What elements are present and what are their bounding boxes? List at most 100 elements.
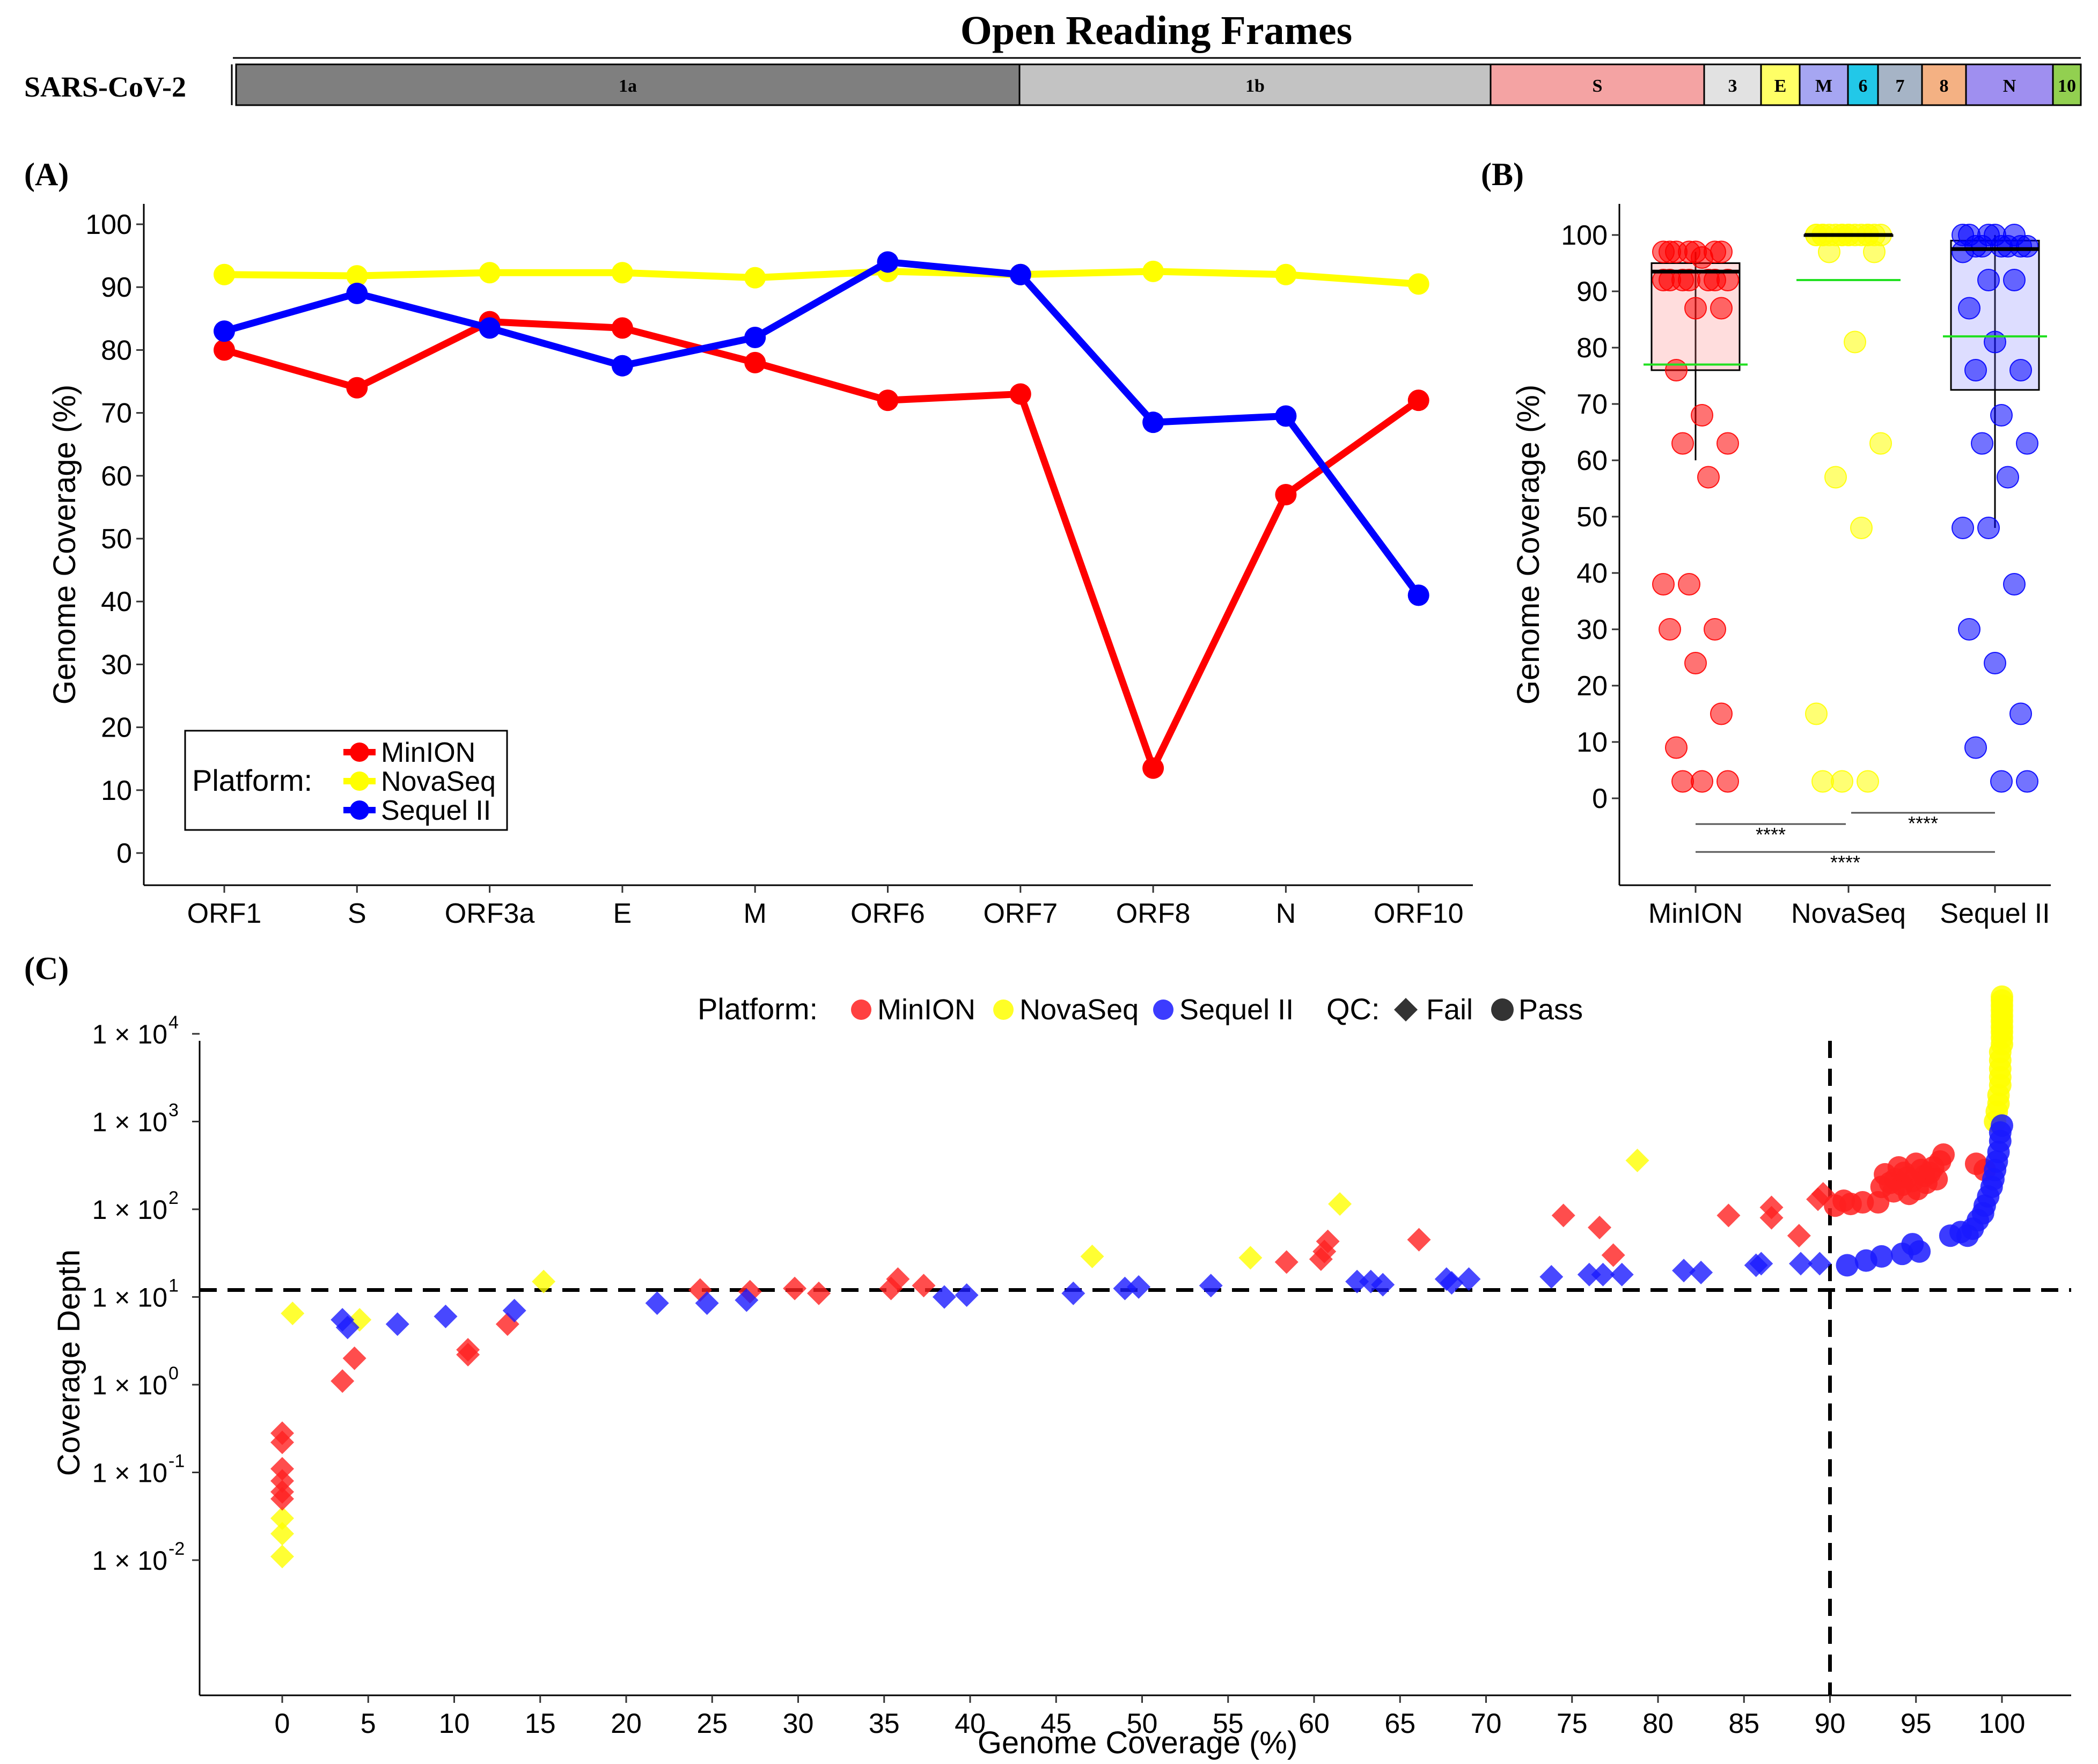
box-data-point xyxy=(1659,618,1681,641)
y-tick-exponent: 1 xyxy=(168,1276,179,1296)
box-data-point xyxy=(1716,770,1739,793)
scatter-point-pass xyxy=(1836,1254,1859,1277)
box-data-point xyxy=(1863,240,1886,263)
y-tick-label: 0 xyxy=(1592,783,1608,814)
scatter-point-fail xyxy=(1672,1259,1696,1283)
scatter-point-fail xyxy=(735,1288,759,1312)
x-tick-label: ORF10 xyxy=(1374,898,1464,929)
significance-label: **** xyxy=(1908,812,1938,834)
box-data-point xyxy=(1964,359,1987,381)
scatter-point-pass xyxy=(1908,1240,1931,1263)
scatter-point-fail xyxy=(270,1457,294,1481)
y-tick-exponent: 4 xyxy=(168,1012,179,1033)
panel-a-label: (A) xyxy=(24,157,69,192)
orf-segment-label: S xyxy=(1593,76,1603,96)
box-data-point xyxy=(1958,297,1980,320)
orf-segment-label: 8 xyxy=(1940,76,1949,96)
legend-platform-title: Platform: xyxy=(698,992,818,1026)
scatter-point-fail xyxy=(955,1283,979,1307)
panel-b-label: (B) xyxy=(1481,157,1524,192)
box-data-point xyxy=(1984,652,2006,674)
scatter-point-pass xyxy=(1870,1245,1893,1268)
y-tick-label: 90 xyxy=(1576,276,1608,307)
box-data-point xyxy=(2009,702,2032,725)
x-tick-label: S xyxy=(348,898,366,929)
box-data-point xyxy=(1710,240,1733,263)
box-data-point xyxy=(1857,770,1879,793)
y-tick-label: 1 × 10 xyxy=(92,1458,167,1488)
y-tick-label: 60 xyxy=(101,461,132,492)
data-point xyxy=(346,282,368,304)
y-tick-exponent: -2 xyxy=(168,1539,185,1559)
scatter-point-fail xyxy=(502,1298,526,1322)
data-point xyxy=(479,262,501,284)
scatter-point-fail xyxy=(695,1291,719,1315)
legend-qc-pass-key xyxy=(1491,998,1514,1021)
y-tick-label: 10 xyxy=(1576,727,1608,758)
box-data-point xyxy=(1958,618,1980,641)
data-point xyxy=(346,265,368,287)
box-data-point xyxy=(1716,432,1739,455)
x-tick-label: 90 xyxy=(1815,1708,1846,1739)
scatter-point-fail xyxy=(342,1346,366,1370)
x-tick-label: 25 xyxy=(696,1708,728,1739)
scatter-point-fail xyxy=(270,1487,294,1511)
box-data-point xyxy=(1824,466,1847,489)
scatter-point-fail xyxy=(1127,1275,1151,1299)
y-tick-label: 1 × 10 xyxy=(92,1370,167,1400)
x-tick-label: 35 xyxy=(869,1708,900,1739)
data-point xyxy=(1275,405,1297,427)
scatter-point-fail xyxy=(1238,1246,1263,1270)
scatter-point-pass xyxy=(1925,1168,1948,1191)
legend-key xyxy=(1153,999,1173,1020)
legend-label: NovaSeq xyxy=(1019,994,1139,1026)
scatter-point-fail xyxy=(1787,1224,1811,1248)
scatter-point-fail xyxy=(783,1276,807,1300)
y-tick-label: 1 × 10 xyxy=(92,1019,167,1049)
legend-label: Sequel II xyxy=(381,795,491,826)
orf-segment xyxy=(1018,63,1492,106)
x-tick-label: MinION xyxy=(1648,898,1743,929)
scatter-point-fail xyxy=(1749,1252,1773,1276)
x-tick-label: 55 xyxy=(1213,1708,1244,1739)
scatter-point-fail xyxy=(1689,1260,1713,1284)
legend-qc-title: QC: xyxy=(1326,992,1380,1026)
box-data-point xyxy=(2009,359,2032,381)
box-data-point xyxy=(1997,235,2019,258)
x-tick-label: ORF3a xyxy=(445,898,535,929)
box-data-point xyxy=(1831,770,1853,793)
scatter-point-fail xyxy=(335,1315,360,1340)
box-data-point xyxy=(1665,736,1688,759)
scatter-point-fail xyxy=(1371,1273,1395,1297)
scatter-point-fail xyxy=(1440,1271,1464,1295)
box-data-point xyxy=(1684,297,1707,320)
x-tick-label: 80 xyxy=(1642,1708,1674,1739)
scatter-point-fail xyxy=(1457,1267,1481,1291)
y-tick-label: 60 xyxy=(1576,445,1608,476)
x-tick-label: ORF7 xyxy=(983,898,1058,929)
orf-segment xyxy=(1490,63,1705,106)
data-point xyxy=(877,389,899,411)
scatter-point-fail xyxy=(385,1312,409,1336)
scatter-point-pass xyxy=(1851,1191,1874,1214)
y-axis-title: Genome Coverage (%) xyxy=(47,385,82,704)
x-tick-label: 10 xyxy=(439,1708,470,1739)
box-data-point xyxy=(1704,269,1726,291)
y-tick-label: 70 xyxy=(101,398,132,429)
scatter-point-fail xyxy=(1080,1244,1104,1268)
box-data-point xyxy=(1652,573,1675,596)
x-tick-label: 40 xyxy=(955,1708,986,1739)
x-tick-label: 0 xyxy=(275,1708,290,1739)
orf-segment-label: 1a xyxy=(619,76,637,96)
y-tick-label: 50 xyxy=(101,524,132,555)
scatter-point-fail xyxy=(1808,1252,1832,1276)
box-data-point xyxy=(1952,240,1974,263)
scatter-point-fail xyxy=(270,1522,294,1546)
scatter-point-fail xyxy=(1591,1262,1615,1287)
orf-segment-label: 3 xyxy=(1728,76,1737,96)
scatter-point-fail xyxy=(1601,1243,1625,1267)
scatter-point-fail xyxy=(532,1269,556,1293)
box-data-point xyxy=(1710,702,1733,725)
significance-label: **** xyxy=(1830,851,1860,873)
box-data-point xyxy=(1869,432,1892,455)
